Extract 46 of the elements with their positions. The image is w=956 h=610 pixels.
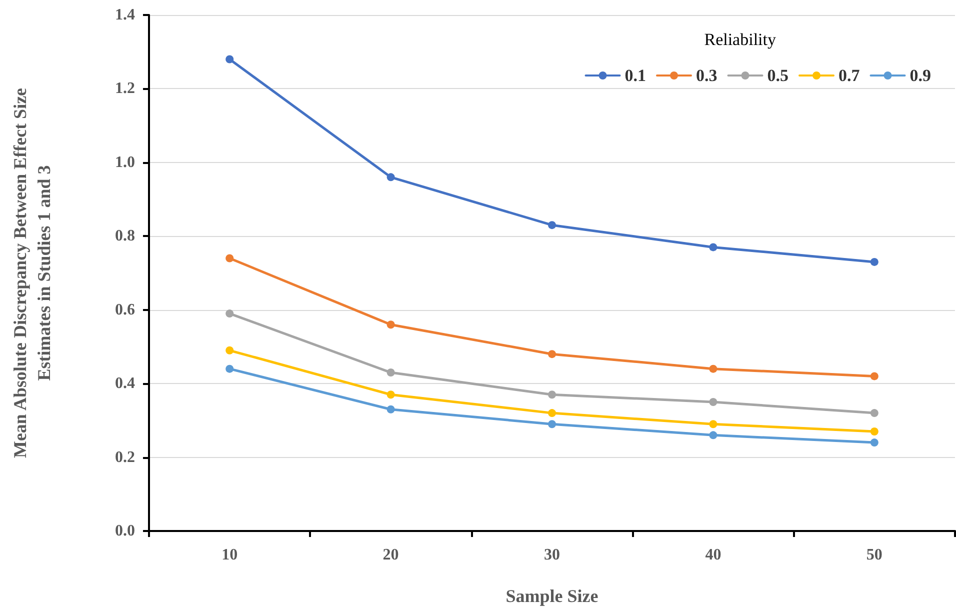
legend-label: 0.7 — [838, 66, 860, 85]
y-tick-label: 0.0 — [115, 522, 135, 540]
y-tick-label: 1.0 — [115, 154, 135, 171]
legend-label: 0.5 — [767, 66, 788, 85]
point — [386, 390, 395, 399]
point — [548, 221, 556, 230]
point — [226, 55, 234, 64]
point — [870, 372, 878, 380]
point — [870, 427, 878, 436]
point — [709, 243, 718, 252]
point — [870, 409, 878, 418]
point — [548, 420, 556, 428]
point — [709, 398, 718, 406]
x-tick-label: 50 — [866, 546, 882, 564]
point — [226, 310, 234, 318]
y-tick-label: 1.2 — [115, 80, 135, 98]
y-tick-label: 0.8 — [115, 228, 135, 245]
point — [870, 258, 878, 266]
point — [548, 390, 556, 399]
point — [226, 364, 234, 373]
point — [226, 346, 234, 354]
point — [386, 368, 395, 377]
legend-title: Reliability — [704, 30, 776, 49]
x-tick-label: 30 — [544, 546, 560, 564]
legend-label: 0.9 — [910, 66, 931, 85]
point — [709, 420, 718, 428]
point — [548, 350, 556, 358]
legend-label: 0.1 — [624, 66, 646, 85]
legend-label: 0.3 — [696, 66, 718, 85]
x-tick-label: 20 — [382, 546, 399, 564]
point — [226, 254, 234, 262]
y-tick-label: 0.6 — [115, 301, 135, 318]
y-tick-label: 1.4 — [115, 6, 135, 24]
point — [709, 364, 718, 373]
x-tick-label: 10 — [222, 546, 238, 564]
y-axis-title: Mean Absolute Discrepancy Between Effect Size Estimates in Studies 1 and 3 — [10, 88, 54, 458]
y-tick-label: 0.2 — [115, 448, 135, 466]
point — [386, 173, 395, 182]
x-tick-label: 40 — [705, 546, 722, 564]
point — [386, 405, 395, 414]
point — [709, 431, 718, 440]
x-axis-title: Sample Size — [506, 586, 598, 606]
point — [386, 320, 395, 329]
y-tick-label: 0.4 — [115, 375, 135, 392]
point — [548, 409, 556, 418]
point — [870, 438, 878, 447]
